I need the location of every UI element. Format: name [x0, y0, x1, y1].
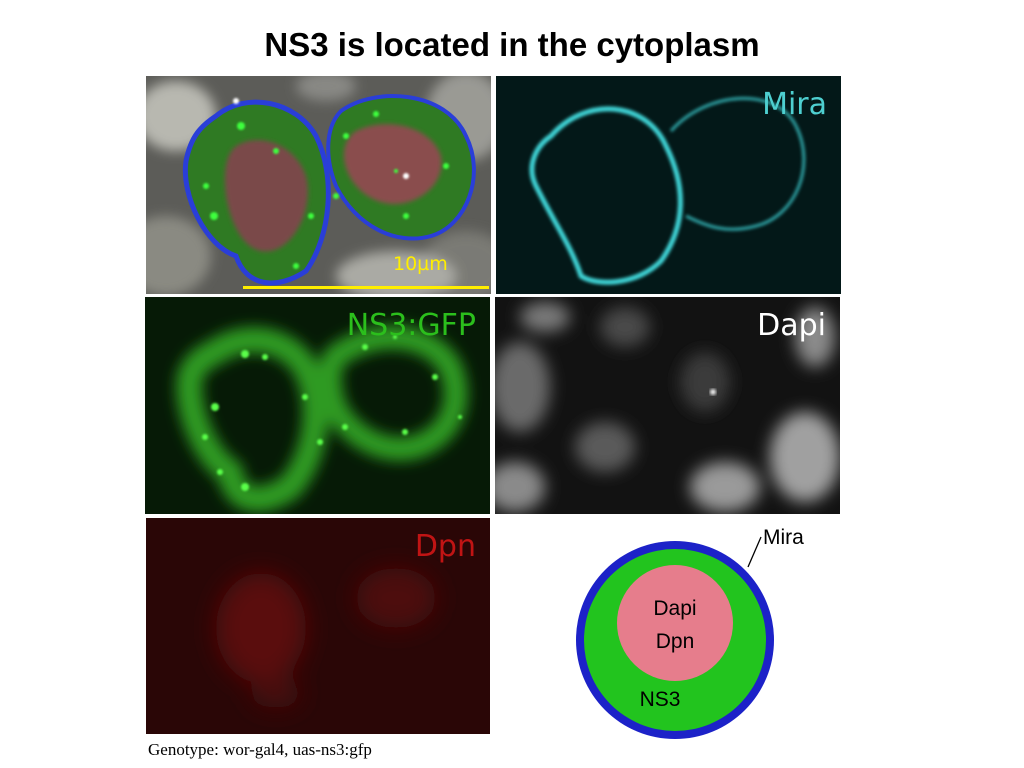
diagram-nucleus: [617, 565, 733, 681]
diagram-mira-pointer: [747, 536, 762, 568]
dapi-panel: Dapi: [495, 297, 840, 514]
ns3-gfp-image: [145, 297, 490, 514]
diagram-ns3-label: NS3: [640, 688, 681, 711]
diagram-mira-label: Mira: [763, 526, 804, 549]
genotype-caption: Genotype: wor-gal4, uas-ns3:gfp: [148, 740, 372, 759]
dpn-image: [146, 518, 490, 734]
diagram-dapi-label: Dapi: [653, 597, 696, 620]
scale-bar-label: 10µm: [393, 253, 448, 275]
dpn-label: Dpn: [414, 529, 476, 564]
mira-label: Mira: [762, 87, 827, 122]
scale-bar: [243, 286, 489, 289]
cell-schematic-diagram: Mira Dapi Dpn NS3: [576, 526, 804, 739]
ns3-gfp-label: NS3:GFP: [346, 308, 476, 343]
figure-title: NS3 is located in the cytoplasm: [264, 26, 760, 63]
diagram-dpn-label: Dpn: [656, 630, 695, 653]
dpn-panel: Dpn: [146, 518, 490, 734]
mira-panel: Mira: [496, 76, 841, 294]
mira-image: [496, 76, 841, 294]
dapi-label: Dapi: [757, 308, 826, 343]
dapi-image: [495, 297, 840, 514]
ns3-gfp-panel: NS3:GFP: [145, 297, 490, 514]
merge-image: [146, 76, 491, 294]
merge-panel: [146, 76, 491, 294]
